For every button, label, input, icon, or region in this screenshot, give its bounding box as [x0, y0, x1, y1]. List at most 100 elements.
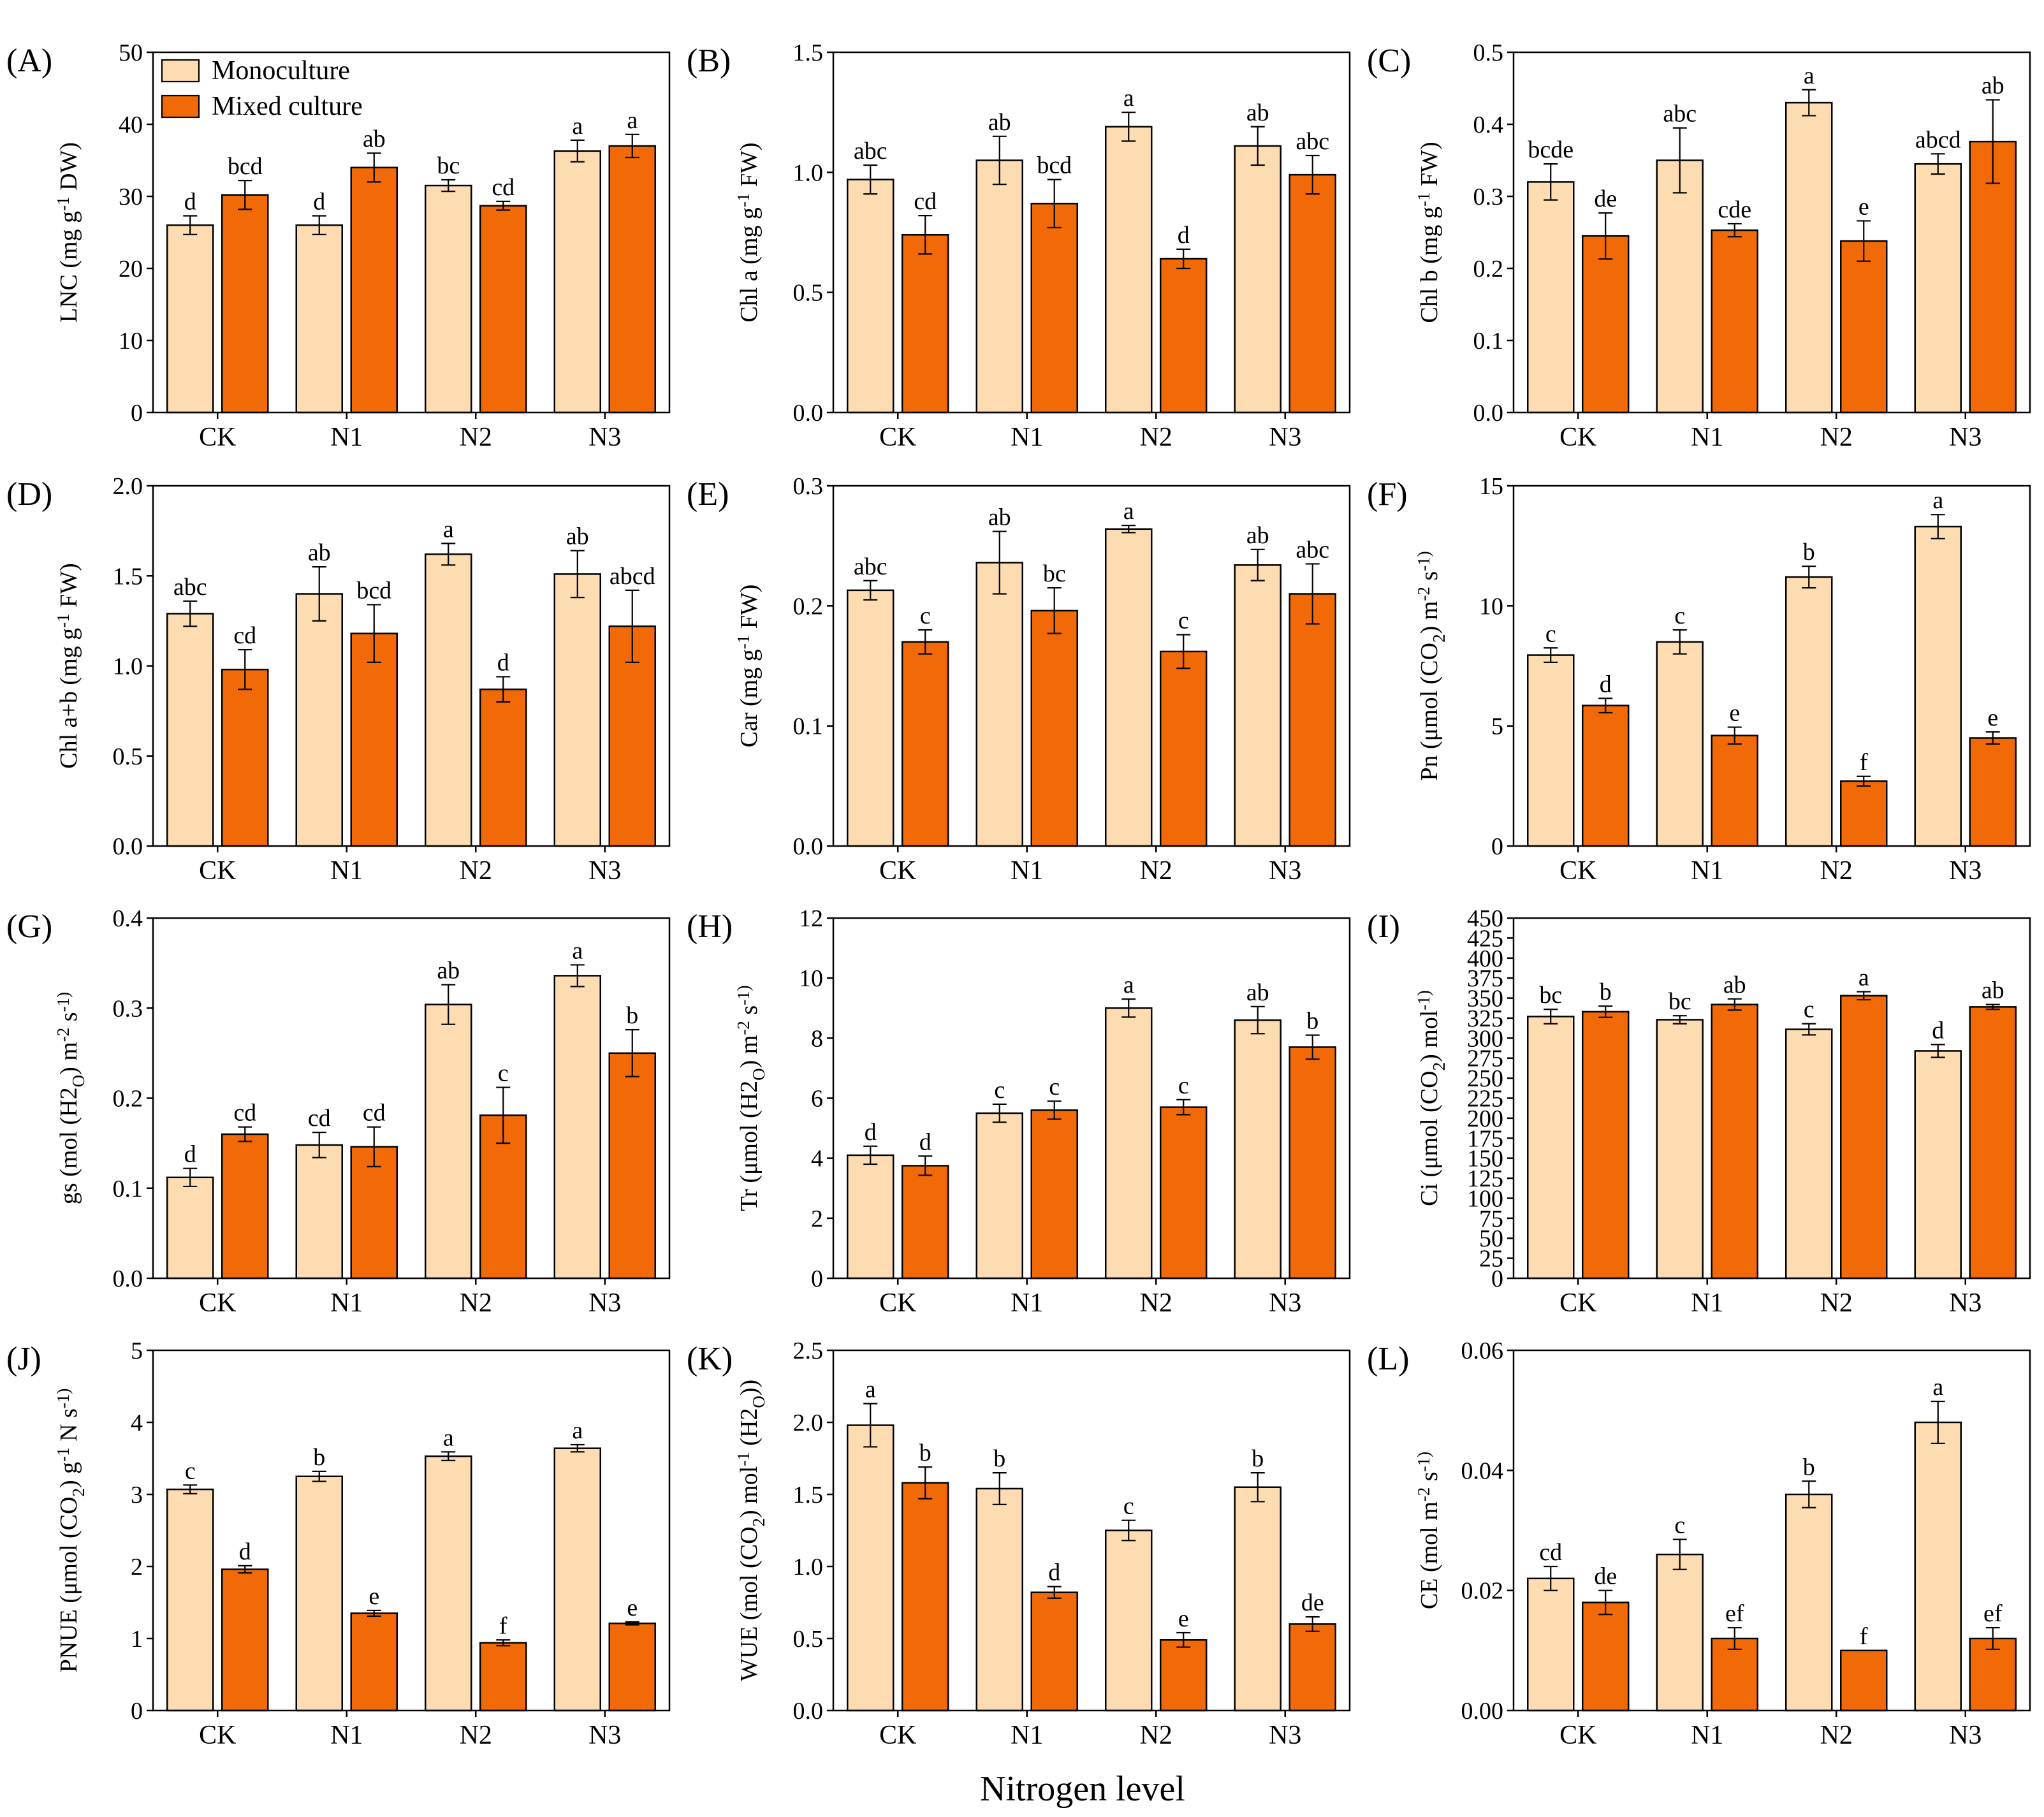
- error-bar: [1305, 563, 1320, 625]
- x-tick-label: N1: [1691, 856, 1723, 886]
- panel-label: (E): [687, 476, 729, 513]
- y-tick-label: 200: [1467, 1106, 1503, 1132]
- bar-mixed-n3: [1969, 1637, 2017, 1712]
- bar-monoculture-n2: [1785, 1493, 1833, 1712]
- y-tick-label: 250: [1467, 1065, 1503, 1092]
- y-tick-label: 0: [1491, 1266, 1503, 1292]
- y-tick-label: 10: [799, 965, 823, 992]
- significance-letter: bcd: [228, 153, 263, 180]
- y-tick-label: 30: [119, 184, 143, 210]
- panel-j: (J) 0 1 2 3 4 5 PNUE (μmol (CO2) g-1 N s-1) c d CK…: [6, 1338, 671, 1750]
- significance-letter: de: [1594, 186, 1617, 212]
- significance-letter: abc: [854, 138, 887, 164]
- significance-letter: cd: [914, 188, 937, 215]
- y-tick-label: 12: [799, 905, 823, 932]
- significance-letter: a: [1932, 487, 1943, 514]
- error-bar: [238, 180, 252, 210]
- bar-mixed-n3: [1969, 737, 2017, 847]
- y-tick-label: 175: [1467, 1125, 1503, 1152]
- y-tick-label: 375: [1467, 965, 1503, 992]
- y-tick-label: 2.5: [793, 1338, 824, 1364]
- x-tick-label: N2: [1140, 1721, 1172, 1750]
- error-bar: [1176, 248, 1191, 270]
- y-tick-label: 0.4: [1473, 112, 1504, 138]
- significance-letter: d: [1178, 222, 1190, 249]
- significance-letter: cd: [233, 1100, 256, 1127]
- error-bar: [1598, 1005, 1613, 1018]
- error-bar: [1598, 1589, 1613, 1616]
- y-tick-label: 10: [1479, 593, 1503, 620]
- x-tick-label: N3: [1269, 856, 1301, 886]
- x-tick-label: CK: [199, 423, 236, 452]
- error-bar: [1176, 634, 1191, 669]
- y-tick-label: 2: [131, 1554, 143, 1580]
- x-tick-label: N2: [1820, 423, 1853, 452]
- significance-letter: d: [497, 649, 509, 676]
- significance-letter: ab: [566, 523, 589, 550]
- y-axis-title: Chl b (mg g-1 FW): [1414, 142, 1443, 323]
- error-bar: [1672, 127, 1687, 194]
- panel-label: (C): [1367, 43, 1411, 79]
- plot-frame: [1512, 1349, 2031, 1712]
- error-bar: [992, 530, 1007, 595]
- significance-letter: bcd: [1037, 152, 1072, 179]
- error-bar: [312, 1470, 326, 1482]
- bar-monoculture-ck: [166, 224, 214, 414]
- error-bar: [441, 179, 456, 193]
- error-bar: [496, 676, 511, 703]
- y-tick-label: 225: [1467, 1086, 1503, 1113]
- error-bar: [1672, 1015, 1687, 1025]
- plot-frame: [832, 1349, 1351, 1712]
- y-tick-label: 5: [1491, 713, 1503, 740]
- significance-letter: bc: [1668, 988, 1691, 1015]
- bar-mixed-ck: [1582, 235, 1630, 414]
- x-tick-label: N2: [1820, 856, 1853, 886]
- y-tick-label: 6: [811, 1086, 823, 1113]
- bar-mixed-n1: [1711, 229, 1758, 414]
- bar-monoculture-n3: [1914, 163, 1962, 414]
- significance-letter: c: [1674, 602, 1685, 629]
- y-tick-label: 5: [131, 1338, 143, 1364]
- error-bar: [312, 1132, 326, 1158]
- y-tick-label: 0.2: [793, 593, 824, 620]
- significance-letter: b: [313, 1444, 325, 1471]
- error-bar: [1047, 1586, 1062, 1599]
- bar-mixed-n3: [608, 1052, 656, 1280]
- bar-mixed-n1: [350, 632, 398, 847]
- x-tick-label: N3: [588, 856, 621, 886]
- bar-monoculture-n1: [295, 593, 343, 847]
- significance-letter: e: [1987, 704, 1998, 731]
- y-tick-label: 0.02: [1461, 1578, 1504, 1605]
- error-bar: [238, 1565, 252, 1574]
- bar-monoculture-n3: [1234, 564, 1281, 847]
- panel-label: (K): [687, 1341, 733, 1377]
- error-bar: [312, 566, 326, 622]
- significance-letter: b: [993, 1445, 1005, 1472]
- error-bar: [1121, 525, 1136, 534]
- x-tick-label: CK: [879, 856, 916, 886]
- significance-letter: a: [572, 113, 583, 140]
- y-tick-label: 0.1: [113, 1176, 143, 1202]
- y-tick-label: 300: [1467, 1025, 1503, 1052]
- error-bar: [1672, 629, 1687, 655]
- x-tick-label: CK: [199, 1288, 236, 1318]
- y-tick-label: 0: [131, 1698, 143, 1725]
- panel-i: (I) 0255075100125150175200225250275300325…: [1367, 905, 2031, 1318]
- significance-letter: c: [1545, 620, 1556, 647]
- x-tick-label: CK: [199, 1721, 236, 1750]
- error-bar: [1727, 1626, 1742, 1651]
- x-tick-label: N1: [1011, 1288, 1043, 1318]
- significance-letter: abc: [1296, 128, 1329, 155]
- y-tick-label: 0.5: [793, 1626, 824, 1653]
- error-bar: [312, 215, 326, 235]
- x-tick-label: N1: [1691, 423, 1723, 452]
- bar-monoculture-ck: [166, 1176, 214, 1280]
- error-bar: [183, 1167, 198, 1188]
- error-bar: [1931, 1400, 1945, 1445]
- y-axis-title: WUE (mol (CO2) mol-1 (H2O)): [734, 1380, 768, 1681]
- y-tick-label: 1.5: [793, 40, 824, 66]
- significance-letter: ef: [1983, 1600, 2003, 1627]
- error-bar: [238, 1126, 252, 1142]
- error-bar: [1598, 697, 1613, 714]
- bar-mixed-ck: [902, 1165, 949, 1280]
